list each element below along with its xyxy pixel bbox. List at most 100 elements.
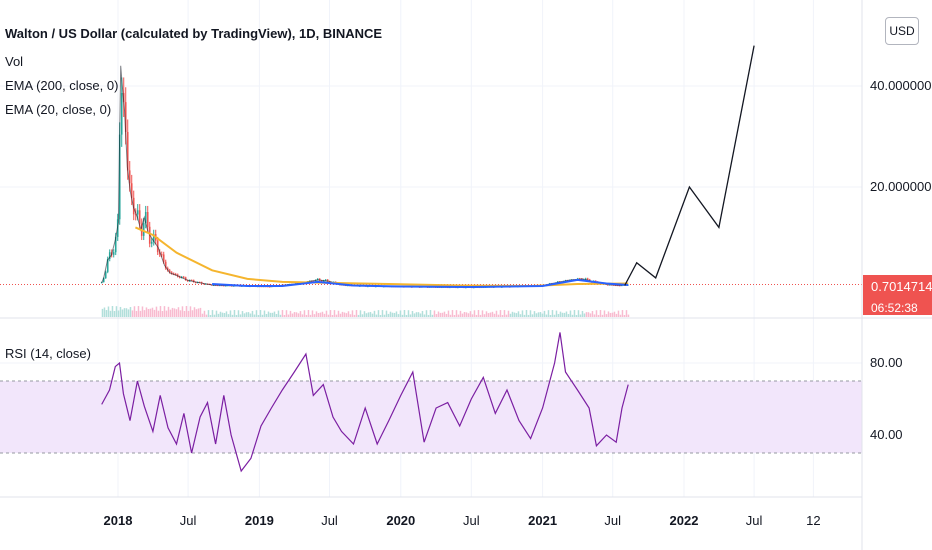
volume-bar: [321, 311, 324, 317]
candle-body: [162, 254, 165, 262]
volume-bar: [167, 306, 170, 317]
volume-bar: [271, 312, 274, 317]
volume-bar: [583, 313, 586, 317]
volume-bar: [505, 314, 508, 317]
volume-bar: [387, 313, 390, 317]
volume-bar: [411, 311, 414, 317]
volume-bar: [471, 314, 474, 317]
volume-bar: [129, 307, 132, 317]
volume-bar: [193, 307, 196, 317]
volume-bar: [533, 311, 536, 317]
volume-bar: [623, 314, 626, 317]
candle-body: [586, 278, 589, 280]
volume-bar: [587, 312, 590, 317]
volume-bar: [559, 311, 562, 317]
volume-bar: [307, 310, 310, 317]
volume-bar: [353, 314, 356, 317]
rsi-tick-label: 80.00: [870, 355, 903, 370]
volume-bar: [415, 312, 418, 317]
volume-bar: [273, 311, 276, 317]
time-tick-label: Jul: [179, 513, 197, 528]
volume-bar: [569, 310, 572, 317]
volume-bar: [465, 312, 468, 317]
volume-bar: [621, 310, 624, 317]
candle-body: [606, 284, 609, 286]
volume-bar: [417, 312, 420, 317]
volume-bar: [109, 310, 112, 317]
volume-bar: [431, 314, 434, 317]
volume-bar: [251, 310, 254, 317]
volume-bar: [345, 313, 348, 317]
volume-bar: [335, 314, 338, 317]
volume-bar: [563, 312, 566, 317]
indicator-vol-label[interactable]: Vol: [5, 54, 24, 69]
volume-bar: [549, 314, 552, 317]
volume-bar: [147, 308, 150, 317]
volume-bar: [457, 314, 460, 317]
currency-button[interactable]: USD: [885, 17, 919, 45]
indicator-ema200-label[interactable]: EMA (200, close, 0): [5, 78, 119, 93]
volume-bar: [303, 310, 306, 317]
volume-bar: [429, 310, 432, 317]
volume-bar: [535, 313, 538, 317]
volume-bar: [487, 313, 490, 317]
volume-bar: [295, 312, 298, 317]
volume-bar: [489, 312, 492, 317]
volume-bar: [323, 313, 326, 317]
volume-bar: [247, 312, 250, 317]
volume-bar: [315, 311, 318, 317]
volume-bar: [153, 309, 156, 317]
candle-body: [130, 183, 133, 198]
volume-bar: [135, 310, 138, 317]
volume-bar: [227, 314, 230, 317]
time-tick-label: Jul: [745, 513, 763, 528]
candle-body: [144, 212, 147, 224]
volume-bar: [325, 310, 328, 317]
volume-bar: [141, 306, 144, 317]
volume-bar: [525, 310, 528, 317]
candle-body: [118, 134, 121, 220]
price-tick-label: 20.00000000: [870, 179, 932, 194]
volume-bar: [317, 313, 320, 317]
volume-bar: [149, 308, 152, 317]
volume-bar: [257, 314, 260, 317]
volume-bar: [495, 310, 498, 317]
volume-bar: [293, 312, 296, 317]
volume-bar: [287, 314, 290, 317]
volume-bar: [463, 312, 466, 317]
volume-bar: [509, 313, 512, 317]
volume-bar: [517, 311, 520, 317]
volume-bar: [491, 311, 494, 317]
volume-bar: [313, 314, 316, 317]
candle-body: [136, 210, 139, 215]
volume-bar: [409, 314, 412, 317]
volume-bar: [625, 310, 628, 317]
volume-bar: [555, 310, 558, 317]
candle-body: [190, 280, 193, 282]
volume-bar: [267, 311, 270, 317]
time-tick-label: 12: [806, 513, 821, 528]
volume-bar: [115, 306, 118, 317]
volume-bar: [217, 313, 220, 317]
volume-bar: [127, 309, 130, 317]
rsi-indicator-label[interactable]: RSI (14, close): [5, 346, 91, 361]
volume-bar: [113, 310, 116, 317]
volume-bar: [289, 310, 292, 317]
volume-bar: [355, 310, 358, 317]
volume-bar: [571, 314, 574, 317]
volume-bar: [479, 314, 482, 317]
volume-bar: [177, 307, 180, 317]
volume-bar: [515, 313, 518, 317]
volume-bar: [117, 310, 120, 317]
indicator-ema20-label[interactable]: EMA (20, close, 0): [5, 102, 112, 117]
volume-bar: [403, 310, 406, 317]
rsi-tick-label: 40.00: [870, 427, 903, 442]
volume-bar: [213, 314, 216, 317]
volume-bar: [439, 312, 442, 317]
volume-bar: [407, 310, 410, 317]
volume-bar: [231, 314, 234, 317]
volume-bar: [119, 306, 122, 317]
volume-bar: [191, 310, 194, 317]
volume-bar: [613, 311, 616, 317]
